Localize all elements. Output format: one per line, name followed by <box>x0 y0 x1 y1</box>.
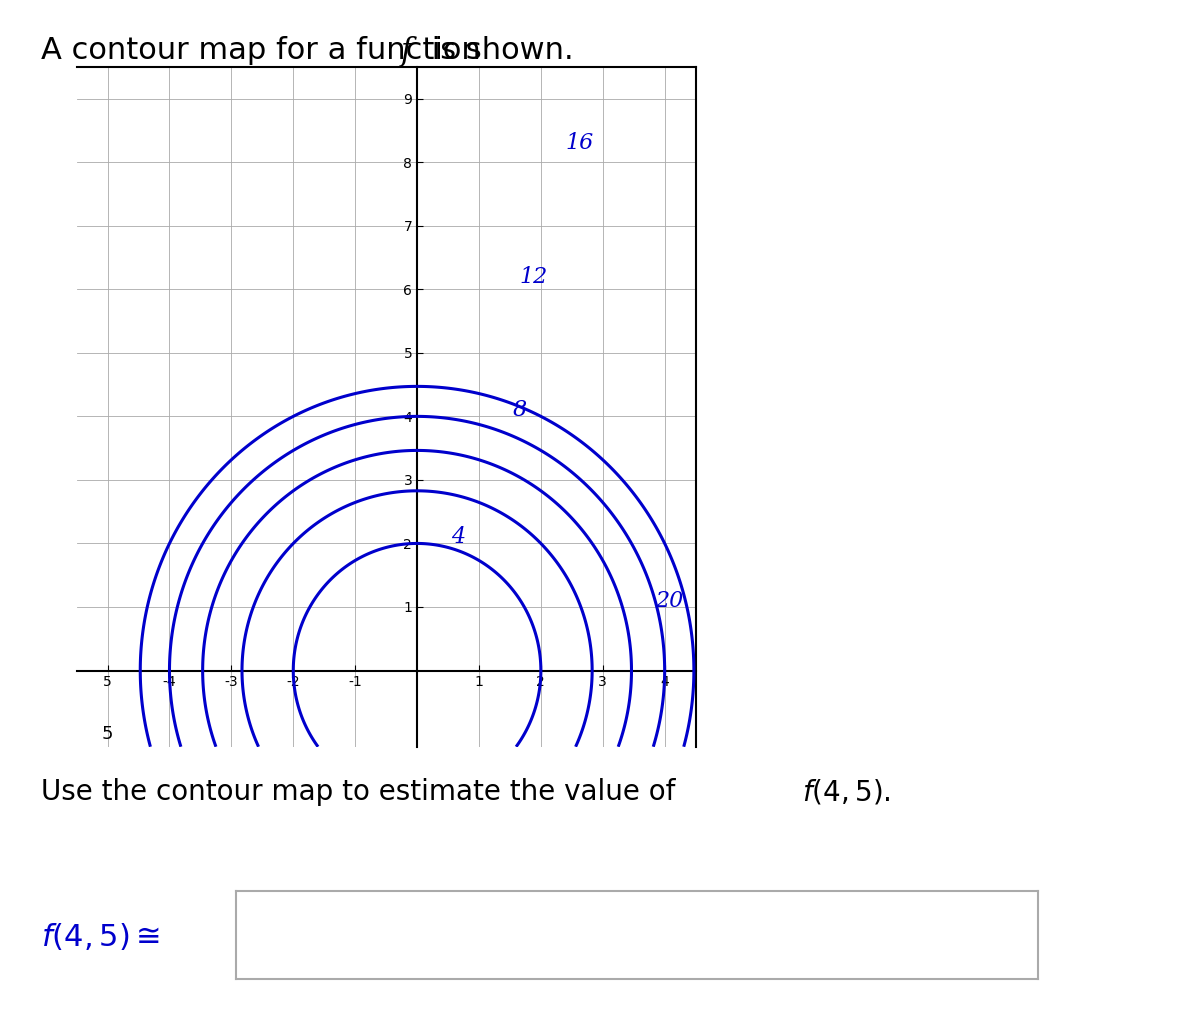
Text: 16: 16 <box>566 132 594 154</box>
Text: 5: 5 <box>101 725 113 743</box>
Text: 12: 12 <box>519 266 547 287</box>
Text: is shown.: is shown. <box>422 36 574 65</box>
Text: f: f <box>401 36 413 67</box>
Text: Use the contour map to estimate the value of: Use the contour map to estimate the valu… <box>41 778 685 805</box>
Text: $f(4,5) \cong$: $f(4,5) \cong$ <box>41 922 160 953</box>
Text: A contour map for a function: A contour map for a function <box>41 36 490 65</box>
Text: 20: 20 <box>656 589 684 612</box>
Text: 4: 4 <box>452 526 466 548</box>
Text: $f(4, 5).$: $f(4, 5).$ <box>802 778 890 806</box>
Text: 8: 8 <box>513 399 527 421</box>
